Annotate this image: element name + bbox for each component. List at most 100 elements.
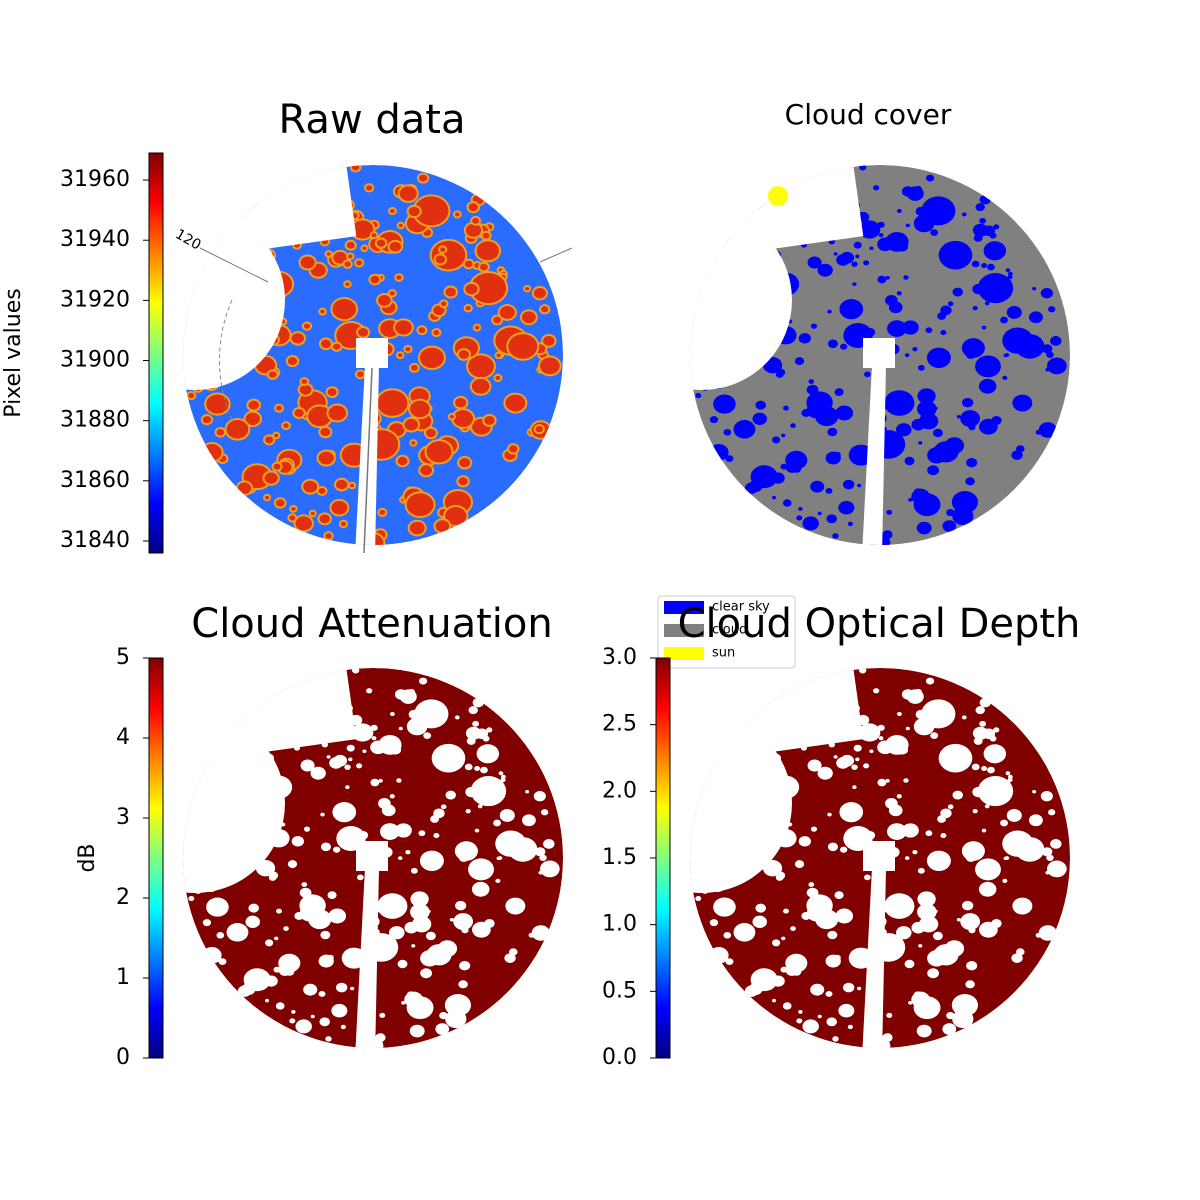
sky-blob — [847, 1024, 853, 1030]
sky-blob — [956, 414, 961, 419]
sky-blob — [458, 350, 470, 359]
sky-blob — [940, 305, 952, 316]
sky-blob — [1040, 791, 1053, 802]
sky-blob — [533, 288, 546, 299]
sky-blob — [989, 735, 997, 742]
sky-blob — [419, 347, 444, 368]
sky-blob — [952, 1009, 974, 1029]
sky-blob — [525, 790, 530, 794]
sky-blob — [464, 763, 473, 771]
sky-blob — [508, 837, 538, 862]
sky-blob — [471, 378, 490, 394]
sky-blob — [493, 316, 501, 324]
colorbar — [148, 152, 164, 554]
sky-blob — [1046, 854, 1054, 861]
sky-blob — [713, 897, 736, 917]
sky-blob — [356, 763, 363, 769]
sky-blob — [409, 521, 425, 535]
sky-blob — [785, 461, 799, 473]
sky-blob — [810, 983, 825, 996]
sky-blob — [468, 706, 478, 715]
sky-blob — [978, 378, 997, 394]
sky-blob — [709, 444, 729, 461]
sky-blob — [887, 320, 907, 337]
sky-blob — [817, 263, 833, 277]
sky-blob — [781, 433, 786, 438]
sky-blob — [940, 833, 947, 839]
sky-blob — [265, 495, 270, 500]
colorbar-tick-label: 1.0 — [602, 912, 637, 937]
sky-blob — [885, 778, 890, 783]
colorbar-tick-label: 31880 — [60, 408, 130, 433]
sky-blob — [783, 405, 789, 411]
sky-blob — [987, 263, 995, 271]
center-mask — [356, 338, 388, 368]
sky-blob — [960, 410, 981, 427]
sky-blob — [725, 455, 734, 462]
sky-blob — [927, 968, 940, 979]
sky-blob — [465, 283, 478, 295]
sky-blob — [320, 339, 331, 349]
sky-blob — [917, 400, 937, 418]
sky-blob — [291, 1010, 296, 1014]
sky-blob — [772, 939, 781, 947]
sky-blob — [975, 858, 1001, 881]
sky-blob — [420, 465, 433, 476]
sky-blob — [865, 831, 876, 840]
sky-blob — [358, 328, 369, 337]
sky-blob — [425, 428, 436, 438]
sky-blob — [1002, 375, 1008, 381]
sky-blob — [903, 275, 909, 280]
sky-blob — [912, 346, 918, 352]
sky-blob — [991, 918, 1002, 928]
sky-blob — [440, 804, 447, 810]
sky-blob — [445, 790, 456, 800]
sky-blob — [499, 809, 515, 822]
colorbar-tick-label: 31860 — [60, 468, 130, 493]
sky-blob — [484, 415, 495, 425]
sky-blob — [810, 480, 825, 493]
sky-blob — [399, 186, 417, 201]
sky-blob — [827, 812, 832, 817]
sky-blob — [895, 926, 912, 940]
sky-blob — [961, 715, 967, 720]
sky-blob — [962, 397, 974, 408]
sky-blob — [983, 744, 1007, 764]
sky-blob — [440, 750, 446, 755]
sky-blob — [938, 743, 973, 773]
sky-blob — [1047, 809, 1056, 816]
sky-blob — [865, 328, 876, 337]
sky-blob — [1003, 353, 1008, 358]
sky-blob — [987, 766, 995, 774]
sky-blob — [336, 479, 348, 490]
sky-blob — [378, 778, 383, 783]
sky-blob — [411, 944, 416, 948]
sky-blob — [979, 194, 991, 205]
sky-blob — [858, 165, 867, 171]
sky-blob — [925, 174, 935, 182]
sky-blob — [834, 891, 844, 900]
center-mask — [356, 841, 388, 871]
sky-blob — [303, 983, 318, 996]
mast-mask — [862, 868, 886, 1048]
sky-blob — [966, 961, 978, 971]
sky-blob — [905, 223, 910, 228]
sky-blob — [419, 850, 444, 871]
sky-blob — [295, 1019, 312, 1034]
sky-blob — [713, 394, 736, 414]
sky-blob — [389, 744, 402, 755]
sky-blob — [346, 241, 355, 249]
sky-blob — [983, 241, 1007, 261]
sky-blob — [534, 847, 546, 857]
sky-content — [690, 165, 1070, 545]
sky-blob — [264, 975, 278, 987]
sky-blob — [966, 458, 978, 468]
sky-blob — [1046, 860, 1067, 878]
sky-blob — [782, 499, 792, 507]
sky-blob — [468, 355, 494, 378]
sky-blob — [855, 254, 860, 259]
sky-blob — [480, 766, 488, 774]
sky-blob — [887, 823, 907, 840]
sky-blob — [847, 521, 853, 527]
colorbar-tick-label: 31900 — [60, 348, 130, 373]
